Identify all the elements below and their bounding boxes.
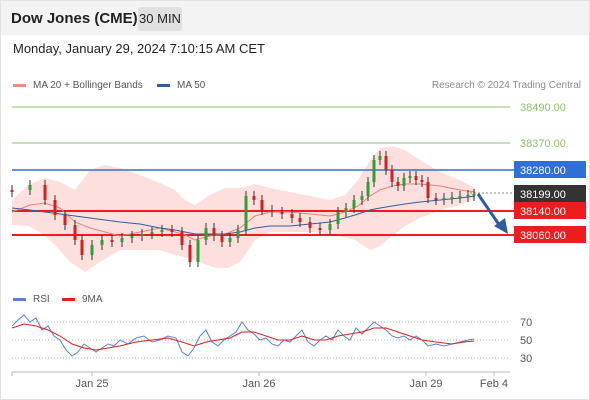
level-label-38199: 38199.00 — [520, 189, 566, 201]
legend-bollinger-label: MA 20 + Bollinger Bands — [33, 80, 143, 91]
legend-ma50-label: MA 50 — [177, 80, 206, 91]
candle-body — [372, 160, 376, 182]
candle-body — [402, 178, 406, 186]
x-label-feb4: Feb 4 — [480, 378, 508, 390]
candle-body — [344, 208, 348, 212]
candle-body — [244, 196, 248, 230]
bollinger-band — [12, 146, 475, 272]
candle-body — [298, 218, 302, 222]
candle-body — [378, 156, 382, 160]
candle-body — [390, 170, 394, 182]
legend-rsi: RSI — [13, 294, 50, 305]
candle-body — [328, 224, 332, 230]
legend-9ma-label: 9MA — [82, 294, 103, 305]
candle-body — [228, 238, 232, 242]
ma50-swatch — [157, 84, 170, 87]
level-label-38060: 38060.00 — [520, 230, 566, 242]
candle-body — [204, 228, 208, 240]
candle-body — [150, 232, 154, 234]
candle-body — [290, 214, 294, 218]
timestamp: Monday, January 29, 2024 7:10:15 AM CET — [13, 41, 265, 56]
candle-body — [384, 156, 388, 170]
candle-body — [196, 240, 200, 262]
level-tag-38199 — [514, 185, 586, 202]
credit-text: Research © 2024 Trading Central — [431, 80, 581, 91]
level-label-38490: 38490.00 — [520, 102, 566, 114]
candle-body — [450, 197, 454, 199]
candle-body — [160, 230, 164, 232]
rsi-9ma-line — [11, 323, 475, 351]
candle-body — [43, 185, 47, 200]
x-label-jan26: Jan 26 — [242, 378, 275, 390]
candle-body — [53, 200, 57, 215]
candle-body — [63, 215, 67, 225]
candle-body — [466, 195, 470, 197]
candle-body — [220, 236, 224, 242]
rsi-label-70: 70 — [520, 317, 532, 329]
candle-body — [73, 225, 77, 240]
level-label-38370: 38370.00 — [520, 138, 566, 150]
candle-body — [260, 200, 264, 210]
rsi-line — [11, 314, 475, 357]
candle-body — [360, 196, 364, 200]
level-tag-38280 — [514, 161, 586, 178]
rsi-label-30: 30 — [520, 353, 532, 365]
candle-body — [100, 240, 104, 245]
candle-body — [90, 245, 94, 255]
bollinger-swatch — [13, 84, 26, 87]
candle-body — [434, 198, 438, 200]
legend-rsi-label: RSI — [33, 294, 50, 305]
legend-9ma: 9MA — [62, 294, 103, 305]
candle-body — [252, 196, 256, 200]
legend-bollinger: MA 20 + Bollinger Bands — [13, 80, 143, 91]
candle-body — [130, 236, 134, 238]
candle-body — [366, 182, 370, 196]
projection-arrow-line — [476, 193, 502, 227]
candle-body — [10, 190, 14, 192]
candle-body — [140, 234, 144, 236]
header-bar — [1, 1, 589, 35]
level-label-38140: 38140.00 — [520, 206, 566, 218]
candle-body — [414, 176, 418, 180]
candle-body — [408, 176, 412, 178]
candle-body — [110, 240, 114, 242]
level-tag-38060 — [514, 226, 586, 243]
candle-body — [80, 240, 84, 255]
candle-body — [170, 230, 174, 232]
candle-body — [308, 222, 312, 228]
candle-body — [212, 228, 216, 236]
candle-body — [180, 232, 184, 245]
candle-body — [280, 212, 284, 214]
level-tag-38140 — [514, 202, 586, 219]
instrument-title: Dow Jones (CME) — [11, 10, 138, 27]
x-label-jan25: Jan 25 — [75, 378, 108, 390]
level-label-38280: 38280.00 — [520, 165, 566, 177]
candle-body — [318, 228, 322, 230]
candle-body — [28, 185, 32, 190]
candle-body — [270, 210, 274, 212]
x-label-jan29: Jan 29 — [409, 378, 442, 390]
ma50-line — [11, 195, 476, 235]
ma9-swatch — [62, 298, 75, 301]
legend-ma50: MA 50 — [157, 80, 205, 91]
candle-body — [442, 198, 446, 200]
candle-body — [236, 230, 240, 238]
rsi-label-50: 50 — [520, 335, 532, 347]
candle-body — [426, 182, 430, 198]
candlestick-series — [10, 151, 476, 267]
candle-body — [188, 245, 192, 262]
candle-body — [396, 182, 400, 186]
rsi-swatch — [13, 298, 26, 301]
candle-body — [458, 196, 462, 198]
candle-body — [120, 238, 124, 242]
projection-arrow-head — [494, 218, 508, 234]
candle-body — [336, 212, 340, 224]
candle-body — [472, 194, 476, 196]
candle-body — [420, 180, 424, 182]
candle-body — [352, 200, 356, 208]
timeframe-button[interactable]: 30 MIN — [138, 7, 182, 31]
